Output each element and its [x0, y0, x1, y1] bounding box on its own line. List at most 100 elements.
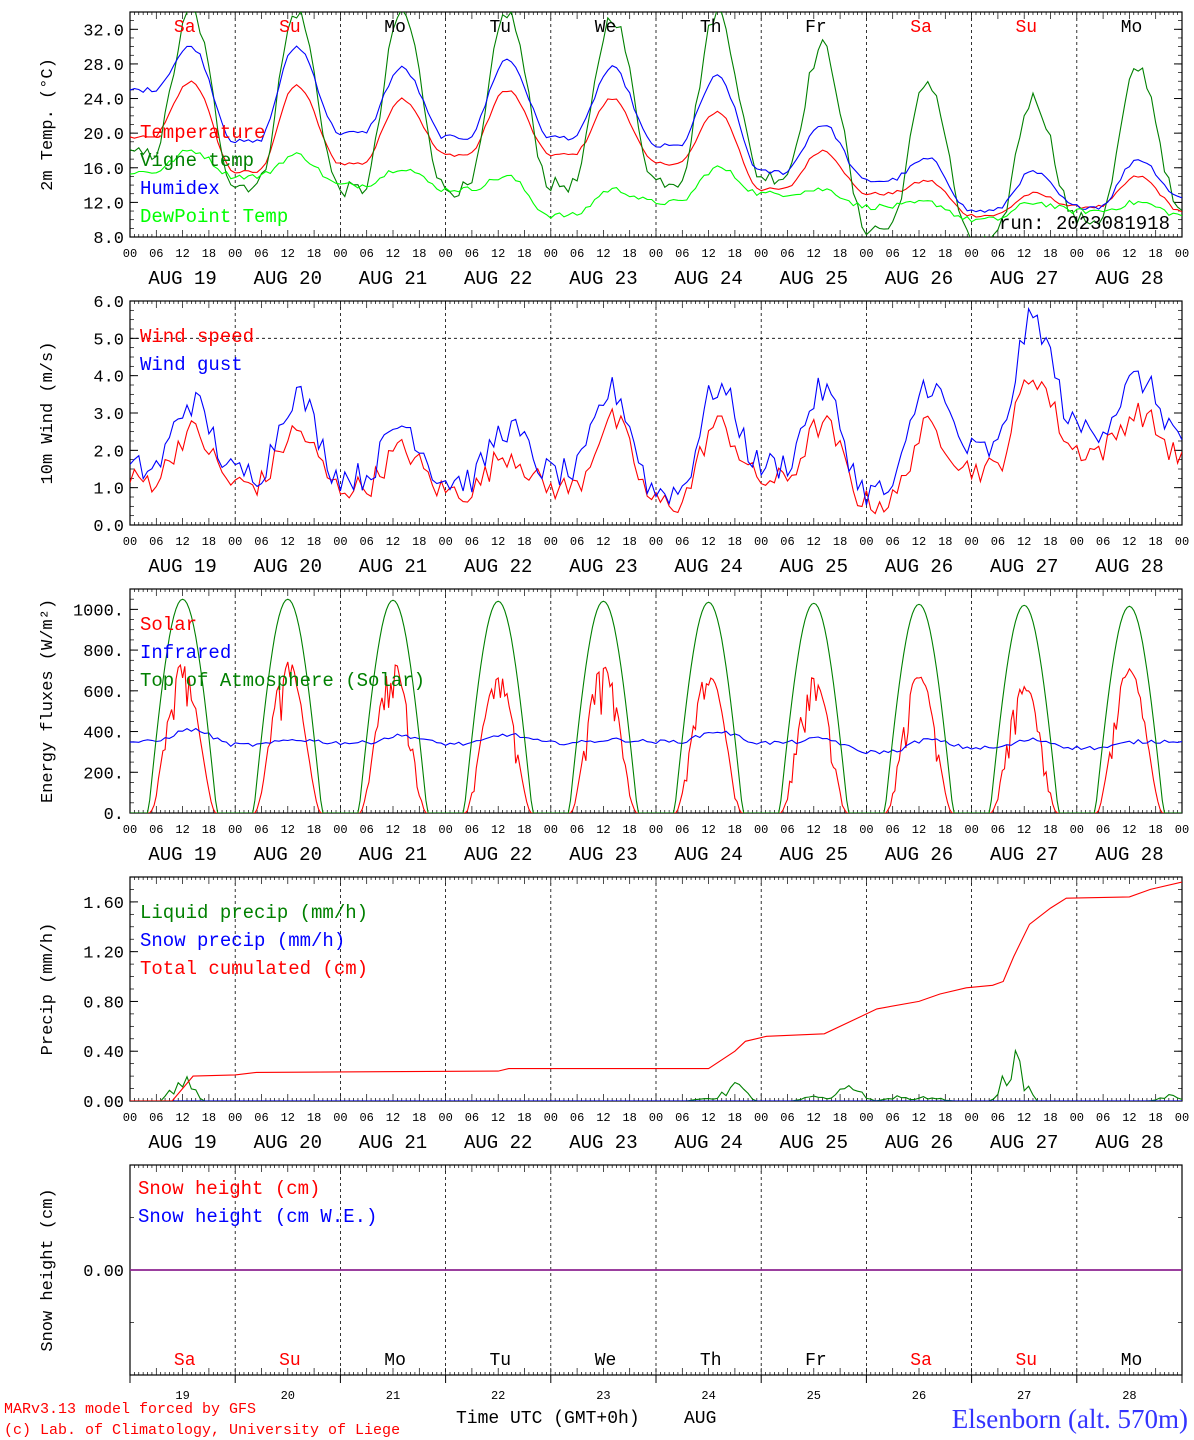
hour-tick-label: 12 — [701, 1111, 715, 1125]
hour-tick-label: 12 — [701, 823, 715, 837]
date-label: AUG 28 — [1095, 268, 1163, 290]
date-label: AUG 26 — [885, 1132, 953, 1154]
date-label: AUG 22 — [464, 556, 532, 578]
date-label: AUG 27 — [990, 1132, 1058, 1154]
legend-entry: Liquid precip (mm/h) — [140, 902, 368, 924]
date-label: AUG 19 — [148, 1132, 216, 1154]
hour-tick-label: 00 — [964, 823, 978, 837]
series-line-temperature — [130, 80, 1182, 218]
hour-tick-label: 18 — [728, 535, 742, 549]
footer: MARv3.13 model forced by GFS (c) Lab. of … — [4, 1401, 1188, 1439]
y-axis-label: Precip (mm/h) — [39, 923, 58, 1056]
hour-tick-label: 00 — [754, 823, 768, 837]
hour-tick-label: 18 — [938, 823, 952, 837]
date-label: AUG 23 — [569, 844, 637, 866]
y-tick-label: 28.0 — [83, 57, 124, 76]
weekday-label: Fr — [805, 1351, 827, 1371]
hour-tick-label: 00 — [754, 1111, 768, 1125]
hour-tick-label: 00 — [333, 823, 347, 837]
day-number-label: 27 — [1017, 1389, 1031, 1403]
hour-tick-label: 12 — [386, 535, 400, 549]
hour-tick-label: 12 — [1017, 823, 1031, 837]
hour-tick-label: 18 — [202, 823, 216, 837]
date-label: AUG 28 — [1095, 1132, 1163, 1154]
y-tick-label: 1.20 — [83, 945, 124, 964]
date-label: AUG 24 — [674, 844, 742, 866]
hour-tick-label: 12 — [281, 535, 295, 549]
hour-tick-label: 00 — [228, 1111, 242, 1125]
hour-tick-label: 12 — [491, 535, 505, 549]
hour-tick-label: 12 — [281, 1111, 295, 1125]
date-label: AUG 27 — [990, 268, 1058, 290]
panel-wind: 0.0 1.0 2.0 3.0 4.0 5.0 6.0 10m Wind (m/s) Wind … — [39, 294, 1189, 578]
hour-tick-label: 12 — [596, 535, 610, 549]
y-tick-label: 4.0 — [93, 369, 124, 388]
hour-tick-label: 18 — [728, 1111, 742, 1125]
legend-entry: Snow height (cm W.E.) — [138, 1206, 377, 1228]
hour-tick-label: 12 — [912, 535, 926, 549]
hour-tick-label: 06 — [1096, 535, 1110, 549]
hour-tick-label: 18 — [938, 535, 952, 549]
weekday-label: We — [595, 18, 617, 38]
hour-tick-label: 06 — [1096, 823, 1110, 837]
date-label: AUG 24 — [674, 268, 742, 290]
date-label: AUG 28 — [1095, 844, 1163, 866]
hour-tick-label: 06 — [570, 823, 584, 837]
y-tick-label: 32.0 — [83, 22, 124, 41]
date-label: AUG 23 — [569, 556, 637, 578]
hour-tick-label: 18 — [622, 823, 636, 837]
y-tick-label: 400. — [83, 725, 124, 744]
hour-tick-label: 06 — [465, 535, 479, 549]
y-tick-label: 200. — [83, 765, 124, 784]
weekday-label: Th — [700, 1351, 722, 1371]
date-label: AUG 25 — [780, 1132, 848, 1154]
y-tick-label: 16.0 — [83, 161, 124, 180]
hour-tick-label: 12 — [491, 823, 505, 837]
y-tick-label: 6.0 — [93, 294, 124, 313]
hour-tick-label: 06 — [675, 823, 689, 837]
hour-tick-label: 12 — [1017, 535, 1031, 549]
hour-tick-label: 12 — [912, 1111, 926, 1125]
y-tick-label: 1.60 — [83, 895, 124, 914]
hour-tick-label: 00 — [964, 247, 978, 261]
date-label: AUG 20 — [254, 844, 322, 866]
date-label: AUG 21 — [359, 556, 427, 578]
hour-tick-label: 00 — [438, 823, 452, 837]
panel-snow: 0.00 Snow height (cm) Snow height (cm) Snow… — [39, 1164, 1183, 1403]
hour-tick-label: 18 — [833, 247, 847, 261]
day-number-label: 21 — [386, 1389, 400, 1403]
hour-tick-label: 06 — [254, 823, 268, 837]
hour-tick-label: 12 — [1122, 823, 1136, 837]
day-number-label: 20 — [281, 1389, 295, 1403]
hour-tick-label: 18 — [1148, 535, 1162, 549]
legend-entry: Humidex — [140, 178, 220, 200]
hour-tick-label: 18 — [1148, 823, 1162, 837]
hour-tick-label: 06 — [1096, 247, 1110, 261]
hour-tick-label: 00 — [649, 535, 663, 549]
hour-tick-label: 18 — [622, 247, 636, 261]
date-label: AUG 20 — [254, 556, 322, 578]
hour-tick-label: 18 — [622, 1111, 636, 1125]
y-axis-label: Energy fluxes (W/m²) — [39, 599, 58, 803]
hour-tick-label: 18 — [728, 247, 742, 261]
weekday-label: Tu — [489, 1351, 511, 1371]
hour-tick-label: 06 — [149, 1111, 163, 1125]
hour-tick-label: 18 — [412, 823, 426, 837]
day-number-label: 19 — [175, 1389, 189, 1403]
hour-tick-label: 18 — [517, 1111, 531, 1125]
y-tick-label: 0.40 — [83, 1044, 124, 1063]
hour-tick-label: 18 — [938, 1111, 952, 1125]
hour-tick-label: 18 — [1148, 247, 1162, 261]
series-line-dewpoint-temp — [130, 149, 1182, 223]
hour-tick-label: 06 — [885, 1111, 899, 1125]
hour-tick-label: 06 — [991, 1111, 1005, 1125]
hour-tick-label: 00 — [1175, 247, 1189, 261]
series-line-humidex — [130, 45, 1182, 213]
hour-tick-label: 06 — [991, 535, 1005, 549]
hour-tick-label: 12 — [281, 823, 295, 837]
hour-tick-label: 00 — [438, 247, 452, 261]
legend-entry: Temperature — [140, 122, 265, 144]
date-label: AUG 27 — [990, 556, 1058, 578]
hour-tick-label: 12 — [386, 1111, 400, 1125]
weekday-label: Mo — [384, 1351, 406, 1371]
